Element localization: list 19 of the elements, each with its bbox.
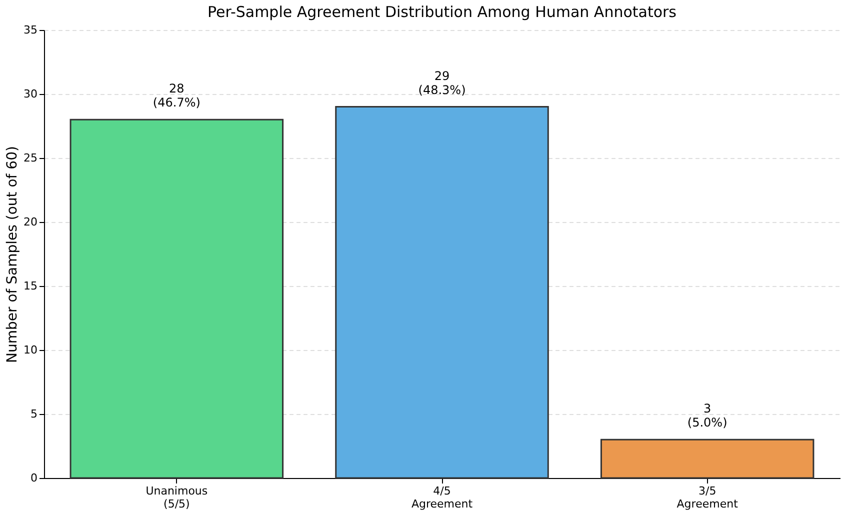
y-tick-label: 0 bbox=[30, 472, 38, 484]
data-label: 28 (46.7%) bbox=[152, 82, 200, 110]
y-axis-title: Number of Samples (out of 60) bbox=[4, 146, 21, 363]
bar bbox=[70, 118, 284, 479]
y-tick-label: 20 bbox=[24, 216, 38, 228]
data-label: 29 (48.3%) bbox=[418, 68, 466, 97]
y-tick-label: 25 bbox=[24, 152, 38, 164]
bar bbox=[335, 106, 549, 479]
y-tick-label: 30 bbox=[24, 88, 38, 100]
y-tick-label: 5 bbox=[30, 408, 38, 420]
y-tick-label: 15 bbox=[24, 280, 38, 292]
chart-title: Per-Sample Agreement Distribution Among Human Annotators bbox=[208, 3, 677, 21]
data-label: 3 (5.0%) bbox=[687, 402, 728, 430]
y-tick-label: 10 bbox=[24, 344, 38, 356]
y-tick-label: 35 bbox=[24, 24, 38, 36]
bar bbox=[600, 438, 814, 479]
x-tick-label: 3/5 Agreement bbox=[676, 484, 739, 510]
x-tick-label: Unanimous (5/5) bbox=[146, 484, 208, 510]
x-tick-label: 4/5 Agreement bbox=[411, 484, 474, 510]
